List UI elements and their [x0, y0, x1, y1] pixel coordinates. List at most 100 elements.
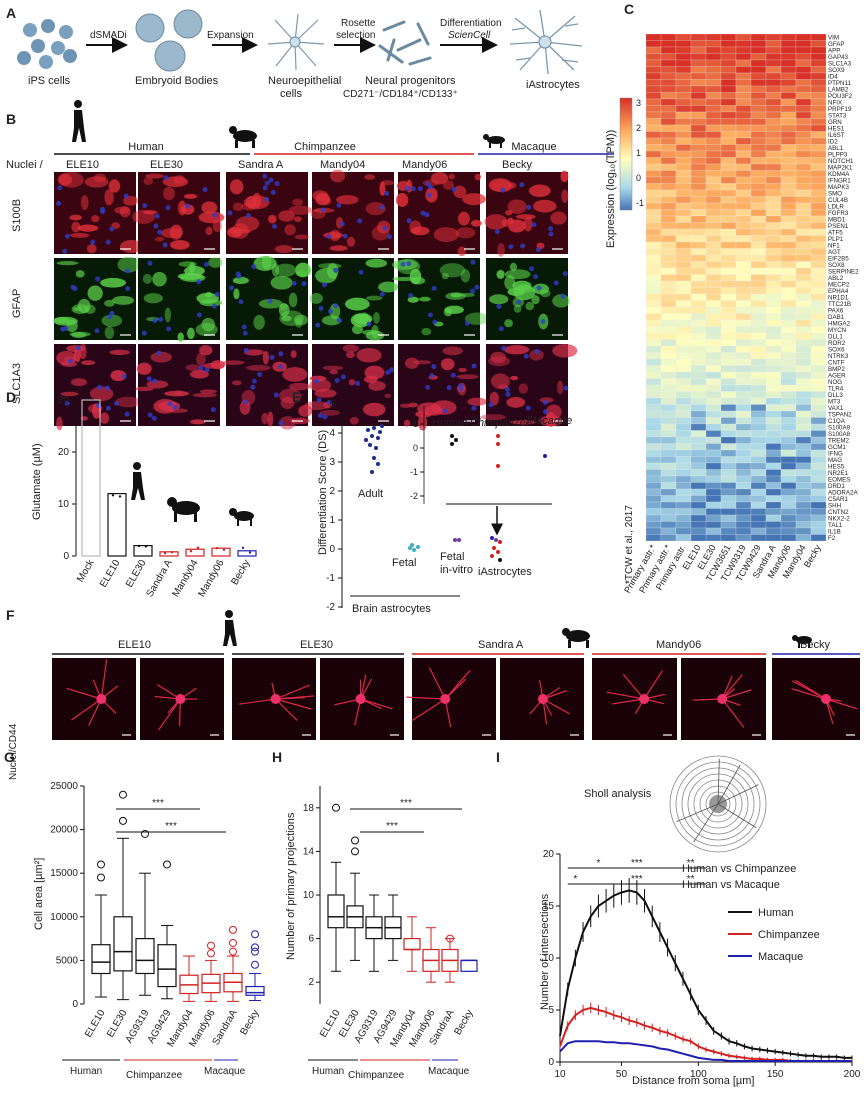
- c-cell: [735, 196, 752, 204]
- c-cell: [690, 274, 707, 282]
- c-gene-72: SHH: [828, 503, 841, 510]
- arrow-selection: selection: [336, 30, 375, 41]
- f-chimp-icon: [562, 628, 590, 648]
- c-cell: [750, 33, 767, 41]
- b-line-2: Sandra A: [238, 159, 284, 171]
- c-cell: [795, 358, 812, 366]
- c-cell: [675, 46, 692, 54]
- h-box-4: [403, 916, 421, 972]
- c-cell: [705, 371, 722, 379]
- c-cell: [750, 46, 767, 54]
- c-cell: [795, 248, 812, 256]
- c-cell: [735, 157, 752, 165]
- c-cell: [705, 436, 722, 444]
- c-cell: [780, 170, 797, 178]
- c-cell: [810, 391, 827, 399]
- c-cell: [720, 85, 737, 93]
- c-cell: [645, 371, 662, 379]
- c-cell: [705, 105, 722, 113]
- c-cell: [810, 40, 827, 48]
- sholl-branch: [717, 784, 759, 805]
- step-ips: iPS cells: [28, 75, 71, 87]
- c-cell: [765, 300, 782, 308]
- g-box-4: [179, 955, 199, 1002]
- c-cell: [780, 313, 797, 321]
- b-line-1: ELE30: [150, 159, 183, 171]
- c-cell: [735, 456, 752, 464]
- c-cell: [720, 189, 737, 197]
- c-cell: [645, 417, 662, 425]
- c-cell: [795, 105, 812, 113]
- c-cell: [690, 345, 707, 353]
- c-cell: [750, 150, 767, 158]
- c-cell: [735, 118, 752, 126]
- c-cell: [795, 189, 812, 197]
- c-cell: [705, 365, 722, 373]
- c-cell: [720, 410, 737, 418]
- c-cell: [795, 196, 812, 204]
- c-cell: [645, 326, 662, 334]
- c-cell: [705, 228, 722, 236]
- c-gene-69: DRD1: [828, 483, 845, 490]
- c-cell: [645, 131, 662, 139]
- c-gene-45: MYCN: [828, 327, 846, 334]
- g-group-1: Chimpanzee: [126, 1070, 183, 1081]
- c-cell: [690, 436, 707, 444]
- c-cell: [780, 235, 797, 243]
- c-cell: [735, 189, 752, 197]
- c-gene-56: MT3: [828, 399, 841, 406]
- c-cell: [675, 456, 692, 464]
- c-cell: [660, 300, 677, 308]
- c-cell: [810, 313, 827, 321]
- c-gene-16: ID2: [828, 139, 838, 146]
- c-cell: [765, 371, 782, 379]
- h-chart: 18141062ELE10ELE30AG9319AG9429Mandy04Man…: [303, 786, 478, 1081]
- sholl-ring: [687, 773, 749, 835]
- c-gene-58: TSPAN2: [828, 412, 852, 419]
- c-cell: [705, 417, 722, 425]
- c-cell: [690, 170, 707, 178]
- colorbar: [619, 97, 633, 211]
- d-human-icon: [131, 462, 145, 500]
- c-cell: [645, 378, 662, 386]
- c-cell: [795, 92, 812, 100]
- c-cell: [765, 534, 782, 542]
- c-cell: [765, 287, 782, 295]
- c-cell: [810, 358, 827, 366]
- c-gene-25: CUL4B: [828, 197, 848, 204]
- c-cell: [705, 144, 722, 152]
- c-cell: [705, 40, 722, 48]
- c-cell: [645, 365, 662, 373]
- c-cell: [660, 92, 677, 100]
- c-cell: [765, 365, 782, 373]
- c-cell: [750, 280, 767, 288]
- c-cell: [735, 235, 752, 243]
- panel-f: F ELE10 ELE30 Sandra A Mandy06 Becky Nuclei/…: [6, 607, 860, 780]
- c-cell: [645, 261, 662, 269]
- c-cell: [690, 98, 707, 106]
- c-cell: [705, 131, 722, 139]
- colorbar-title: Expression (log₁₀(TPM)): [605, 130, 617, 248]
- c-cell: [690, 410, 707, 418]
- c-cell: [810, 215, 827, 223]
- sholl-branch: [717, 764, 741, 805]
- c-cell: [765, 209, 782, 217]
- c-cell: [765, 475, 782, 483]
- c-cell: [795, 137, 812, 145]
- c-cell: [660, 313, 677, 321]
- c-cell: [645, 456, 662, 464]
- c-gene-60: S100A9: [828, 425, 851, 432]
- e-ytick-6: -1: [326, 573, 335, 584]
- c-cell: [660, 163, 677, 171]
- c-cell: [675, 72, 692, 80]
- c-cell: [750, 137, 767, 145]
- c-cell: [690, 72, 707, 80]
- c-cell: [705, 410, 722, 418]
- c-cell: [750, 436, 767, 444]
- c-gene-49: NTRK3: [828, 353, 849, 360]
- c-cell: [765, 150, 782, 158]
- c-cell: [645, 222, 662, 230]
- c-gene-8: LAMB2: [828, 87, 849, 94]
- c-cell: [675, 59, 692, 67]
